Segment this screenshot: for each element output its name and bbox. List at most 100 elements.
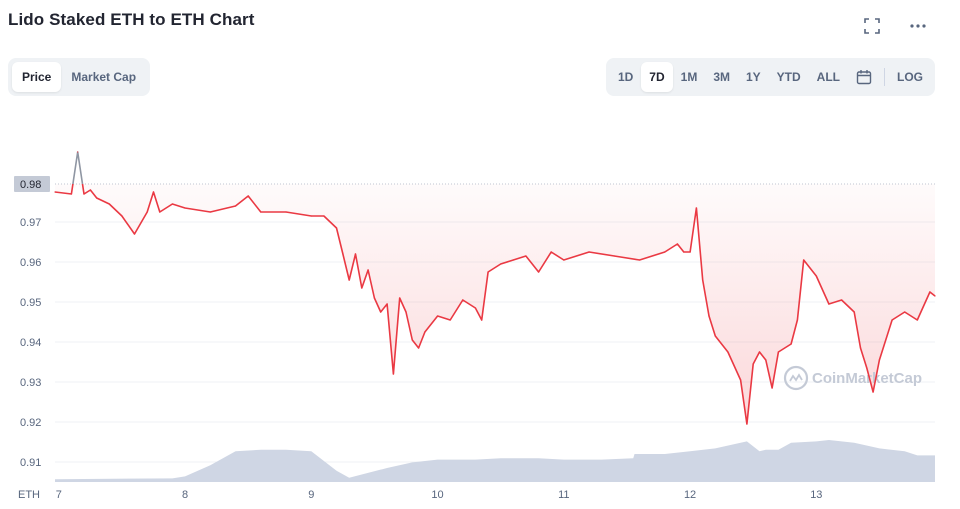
price-point xyxy=(689,251,691,253)
x-axis: 7 8 9 10 11 12 13 xyxy=(56,489,823,501)
range-7d-button[interactable]: 7D xyxy=(641,62,673,92)
price-point xyxy=(538,271,540,273)
price-point xyxy=(405,311,407,313)
range-1y-button[interactable]: 1Y xyxy=(745,70,761,84)
y-tick-label: 0.94 xyxy=(20,337,41,349)
price-point xyxy=(54,191,56,193)
price-point xyxy=(335,227,338,229)
y-tick-label: 0.97 xyxy=(20,217,41,229)
price-point xyxy=(386,303,388,305)
price-point xyxy=(260,211,262,213)
price-point xyxy=(796,319,799,321)
log-scale-button[interactable]: LOG xyxy=(897,70,923,84)
range-1d-button[interactable]: 1D xyxy=(617,70,634,84)
price-point xyxy=(613,255,615,257)
price-point xyxy=(411,339,413,341)
range-all-button[interactable]: ALL xyxy=(816,70,840,84)
price-points xyxy=(54,151,936,425)
price-point xyxy=(247,195,249,197)
price-point xyxy=(859,347,862,349)
price-point xyxy=(83,193,85,195)
price-point xyxy=(752,363,754,365)
y-tick-label: 0.95 xyxy=(20,297,41,309)
price-point xyxy=(361,287,363,289)
tab-price[interactable]: Price xyxy=(12,62,62,92)
price-point xyxy=(342,253,344,255)
price-point xyxy=(790,343,792,345)
fullscreen-icon[interactable] xyxy=(860,14,884,38)
y-tick-label: 0.96 xyxy=(20,257,41,269)
price-point xyxy=(878,359,881,361)
range-ytd-button[interactable]: YTD xyxy=(776,70,801,84)
chart-title: Lido Staked ETH to ETH Chart xyxy=(8,10,255,29)
price-point xyxy=(285,211,287,213)
price-point xyxy=(367,269,369,271)
price-point xyxy=(418,347,420,349)
price-point xyxy=(133,233,136,235)
range-3m-button[interactable]: 3M xyxy=(713,70,730,84)
price-point xyxy=(323,215,325,217)
y-unit-label: ETH xyxy=(18,489,40,501)
watermark-text: CoinMarketCap xyxy=(812,370,922,387)
price-point xyxy=(639,259,641,261)
x-tick-label: 8 xyxy=(182,489,188,501)
x-tick-label: 9 xyxy=(308,489,314,501)
x-tick-label: 13 xyxy=(810,489,822,501)
price-point xyxy=(89,189,91,191)
range-1m-button[interactable]: 1M xyxy=(680,70,698,84)
price-point xyxy=(159,211,161,213)
price-point xyxy=(934,295,936,297)
price-point xyxy=(310,215,312,217)
tab-market-cap[interactable]: Market Cap xyxy=(71,70,137,84)
price-point xyxy=(714,335,716,337)
current-price-label: 0.98 xyxy=(20,179,41,191)
price-point xyxy=(683,251,685,253)
price-point xyxy=(758,351,761,353)
price-point xyxy=(676,243,679,245)
price-point xyxy=(916,319,918,321)
price-point xyxy=(152,191,155,193)
price-point xyxy=(437,315,439,317)
price-point xyxy=(563,259,565,261)
more-icon[interactable] xyxy=(906,14,930,38)
price-point xyxy=(146,211,148,213)
x-tick-label: 10 xyxy=(431,489,443,501)
price-point xyxy=(354,253,357,255)
x-tick-label: 7 xyxy=(56,489,62,501)
price-point xyxy=(803,259,805,261)
y-axis: 0.91 0.92 0.93 0.94 0.95 0.96 0.97 xyxy=(20,217,41,469)
price-point xyxy=(209,211,211,213)
y-tick-label: 0.91 xyxy=(20,457,41,469)
price-point xyxy=(121,215,123,217)
price-point xyxy=(695,207,698,209)
price-point xyxy=(777,351,780,353)
price-point xyxy=(904,311,906,313)
price-point xyxy=(96,197,98,199)
y-tick-label: 0.92 xyxy=(20,417,41,429)
price-point xyxy=(373,297,375,299)
price-point xyxy=(424,331,426,333)
price-point xyxy=(184,207,186,209)
price-point xyxy=(727,351,729,353)
calendar-icon[interactable] xyxy=(848,62,880,92)
price-point xyxy=(765,359,767,361)
price-point xyxy=(891,319,893,321)
price-area-fill xyxy=(55,184,935,424)
chart-mode-tabs: Price Market Cap xyxy=(8,58,151,96)
volume-shape xyxy=(55,440,935,482)
price-point xyxy=(841,299,843,301)
price-point xyxy=(771,387,773,389)
price-point xyxy=(512,259,514,261)
price-point xyxy=(853,311,855,313)
range-divider xyxy=(884,68,885,86)
price-point xyxy=(872,391,874,393)
price-chart[interactable]: 0.91 0.92 0.93 0.94 0.95 0.96 0.97 0.98 CoinMa… xyxy=(0,110,960,509)
price-point xyxy=(588,251,590,253)
price-point xyxy=(708,315,710,317)
coinmarketcap-logo-icon xyxy=(783,365,809,391)
price-point xyxy=(828,303,830,305)
price-point xyxy=(462,299,464,301)
price-point xyxy=(108,203,110,205)
price-point xyxy=(487,271,489,273)
current-price-tag: 0.98 xyxy=(14,176,50,192)
